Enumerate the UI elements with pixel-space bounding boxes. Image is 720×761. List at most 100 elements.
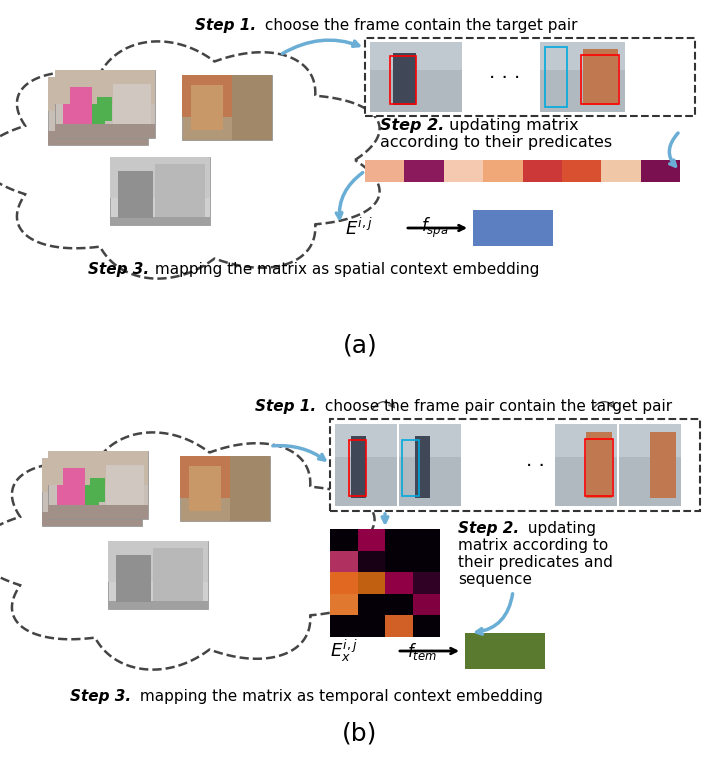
- Text: $E_x^{i,j}$: $E_x^{i,j}$: [330, 638, 358, 664]
- FancyBboxPatch shape: [330, 419, 700, 511]
- Polygon shape: [0, 41, 379, 279]
- Text: their predicates and: their predicates and: [458, 555, 613, 570]
- Bar: [385, 594, 413, 616]
- Bar: [402, 441, 420, 496]
- Text: Step 2.: Step 2.: [380, 118, 444, 133]
- Bar: [370, 42, 462, 70]
- Bar: [413, 594, 440, 616]
- Bar: [335, 424, 397, 457]
- Bar: [110, 157, 210, 225]
- Bar: [70, 87, 92, 124]
- Bar: [555, 424, 617, 506]
- Bar: [48, 77, 148, 111]
- Text: Step 3.: Step 3.: [70, 689, 131, 704]
- Bar: [358, 594, 385, 616]
- Bar: [581, 55, 619, 103]
- Bar: [415, 436, 430, 498]
- Bar: [390, 56, 416, 103]
- Bar: [232, 75, 272, 140]
- Bar: [540, 42, 625, 70]
- Bar: [483, 160, 523, 182]
- Polygon shape: [0, 432, 374, 670]
- Text: Step 1.: Step 1.: [255, 399, 316, 414]
- Bar: [153, 548, 203, 606]
- Bar: [358, 551, 385, 572]
- Bar: [84, 486, 99, 509]
- Bar: [330, 594, 358, 616]
- Text: updating: updating: [523, 521, 596, 536]
- Bar: [358, 529, 385, 551]
- Bar: [413, 529, 440, 551]
- Bar: [189, 466, 220, 511]
- Bar: [230, 456, 270, 521]
- Bar: [385, 551, 413, 572]
- Bar: [55, 124, 155, 138]
- Bar: [465, 633, 545, 669]
- Bar: [365, 160, 405, 182]
- Text: $f_{spa}$: $f_{spa}$: [421, 216, 449, 240]
- Bar: [582, 49, 618, 105]
- Bar: [90, 478, 105, 502]
- Text: Step 1.: Step 1.: [195, 18, 256, 33]
- Bar: [619, 424, 681, 506]
- Bar: [358, 616, 385, 637]
- Bar: [641, 160, 680, 182]
- Bar: [413, 551, 440, 572]
- Bar: [118, 170, 153, 218]
- Bar: [113, 84, 151, 131]
- Bar: [650, 432, 676, 498]
- Bar: [100, 472, 138, 519]
- Text: Step 2.: Step 2.: [458, 521, 519, 536]
- Bar: [63, 94, 85, 132]
- Bar: [444, 160, 483, 182]
- Bar: [110, 217, 210, 225]
- Bar: [473, 210, 553, 246]
- Bar: [385, 572, 413, 594]
- Bar: [108, 541, 208, 609]
- Bar: [48, 132, 148, 145]
- Bar: [155, 164, 205, 221]
- Bar: [330, 551, 358, 572]
- Bar: [48, 451, 148, 485]
- Bar: [108, 541, 208, 582]
- Bar: [385, 529, 413, 551]
- Bar: [399, 424, 461, 457]
- Bar: [586, 432, 612, 498]
- Bar: [555, 424, 617, 457]
- Bar: [191, 84, 222, 130]
- Bar: [540, 42, 625, 112]
- Bar: [348, 441, 366, 496]
- Text: $E^{i,j}$: $E^{i,j}$: [345, 218, 373, 239]
- Text: updating matrix: updating matrix: [444, 118, 579, 133]
- Bar: [182, 75, 232, 117]
- Bar: [182, 75, 272, 140]
- Bar: [57, 475, 79, 512]
- Bar: [330, 616, 358, 637]
- Bar: [358, 572, 385, 594]
- Bar: [393, 53, 416, 105]
- Text: sequence: sequence: [458, 572, 532, 587]
- Bar: [55, 70, 155, 104]
- Bar: [42, 458, 142, 492]
- Bar: [335, 424, 397, 506]
- Bar: [48, 451, 148, 519]
- Text: matrix according to: matrix according to: [458, 538, 608, 553]
- Bar: [55, 70, 155, 138]
- Bar: [110, 157, 210, 198]
- Text: $f_{tem}$: $f_{tem}$: [407, 641, 437, 661]
- FancyBboxPatch shape: [365, 38, 695, 116]
- Bar: [601, 160, 641, 182]
- Text: choose the frame pair contain the target pair: choose the frame pair contain the target…: [320, 399, 672, 414]
- Text: . .: . .: [526, 451, 544, 470]
- Bar: [106, 465, 144, 512]
- Bar: [405, 160, 444, 182]
- Bar: [523, 160, 562, 182]
- Bar: [413, 616, 440, 637]
- Bar: [370, 42, 462, 112]
- Text: mapping the matrix as spatial context embedding: mapping the matrix as spatial context em…: [150, 262, 539, 277]
- Bar: [562, 160, 601, 182]
- Text: choose the frame contain the target pair: choose the frame contain the target pair: [260, 18, 577, 33]
- Text: (a): (a): [343, 333, 377, 357]
- Bar: [180, 456, 230, 498]
- Bar: [330, 572, 358, 594]
